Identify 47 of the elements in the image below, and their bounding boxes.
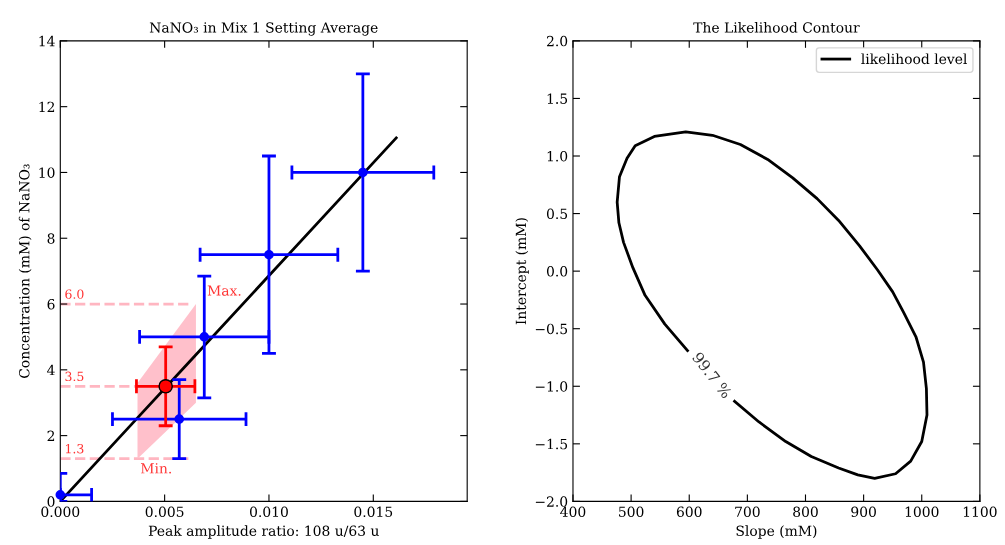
y-tick-label: 2 [47,430,55,441]
chart-title: The Likelihood Contour [693,21,860,33]
y-tick-label: 0.5 [546,208,568,220]
y-tick-label: 0.0 [546,266,568,277]
point [358,167,368,178]
point [174,414,185,424]
ref-line-label: 6.0 [65,289,84,299]
x-axis-title: Peak amplitude ratio: 108 u/63 u [148,525,379,539]
x-tick-label: 0.005 [145,506,184,518]
x-tick-label: 0.015 [354,506,393,518]
y-tick-label: −1.5 [535,438,568,450]
y-tick-label: 1.5 [547,93,568,104]
annotation: Max. [207,285,241,296]
ref-line-label: 1.3 [65,443,84,454]
y-tick-label: 1.0 [547,150,568,162]
y-tick-label: 2.0 [546,35,568,47]
legend-label: likelihood level [861,53,967,65]
y-tick-label: 12 [39,101,55,112]
y-tick-label: −2.0 [535,496,568,507]
y-tick-label: 4 [47,364,55,376]
x-tick-label: 700 [735,506,760,518]
ref-line-label: 3.5 [65,371,84,382]
y-tick-label: −1.0 [535,381,568,392]
point [158,378,173,394]
y-axis-title: Intercept (mM) [515,218,529,325]
x-tick-label: 0.000 [41,506,80,518]
x-tick-label: 0.010 [250,506,288,518]
annotation: Min. [140,463,171,474]
x-tick-label: 600 [676,506,702,518]
x-tick-label: 1100 [963,506,997,518]
y-tick-label: −0.5 [535,323,568,335]
line-series [615,130,929,480]
y-tick-label: 0 [47,496,55,507]
y-tick-label: 6 [47,299,55,310]
point [199,332,210,342]
y-tick-label: 10 [39,167,55,178]
x-tick-label: 1000 [905,506,939,518]
y-axis-title: Concentration (mM) of NaNO₃ [18,164,32,378]
x-tick-label: 900 [851,506,876,518]
y-tick-label: 8 [47,233,55,244]
x-tick-label: 500 [619,506,644,518]
x-tick-label: 800 [793,506,818,518]
x-axis-title: Slope (mM) [736,525,817,539]
point [264,249,274,260]
y-tick-label: 14 [39,35,55,47]
chart-title: NaNO₃ in Mix 1 Setting Average [149,22,378,36]
x-tick-label: 400 [560,506,586,518]
